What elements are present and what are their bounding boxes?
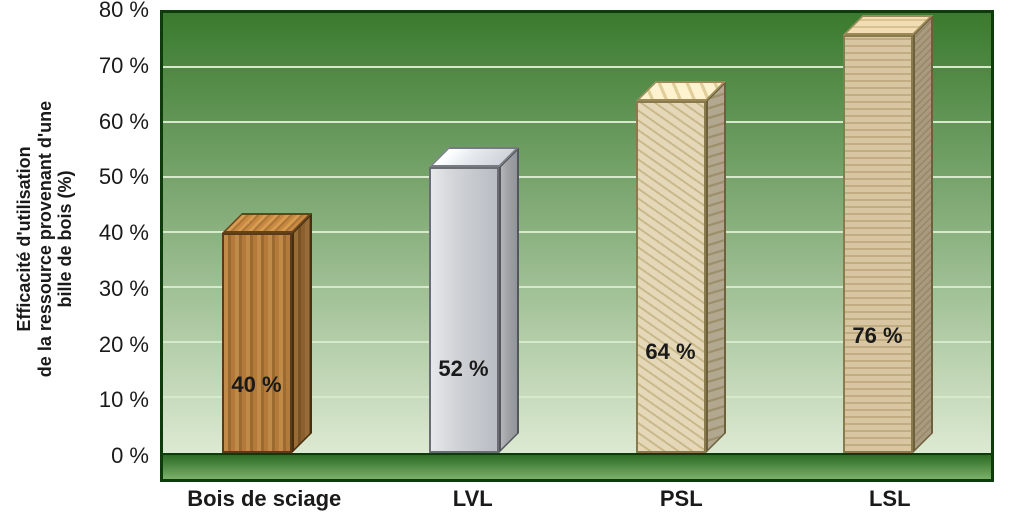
y-tick: 40 % — [99, 220, 149, 246]
y-tick: 60 % — [99, 109, 149, 135]
y-tick: 20 % — [99, 332, 149, 358]
x-axis: Bois de sciage LVL PSL LSL — [160, 482, 994, 532]
bar-lsl: 76 % — [843, 35, 933, 453]
bar-side — [706, 81, 726, 453]
y-tick: 70 % — [99, 53, 149, 79]
bar-value-label: 64 % — [636, 339, 706, 365]
bar-front — [429, 167, 499, 453]
y-axis-label-line3: bille de bois (%) — [55, 171, 75, 308]
y-axis-label-zone: Efficacité d'utilisation de la ressource… — [0, 0, 90, 532]
bar-side — [913, 15, 933, 453]
bar-value-label: 76 % — [843, 323, 913, 349]
y-tick: 80 % — [99, 0, 149, 23]
bar-side — [292, 213, 312, 453]
y-tick: 30 % — [99, 276, 149, 302]
y-tick: 10 % — [99, 387, 149, 413]
x-tick-lvl: LVL — [388, 482, 558, 512]
x-tick-bois: Bois de sciage — [179, 482, 349, 512]
y-tick: 0 % — [111, 443, 149, 469]
y-axis-label-line2: de la ressource provenant d'une — [35, 101, 55, 377]
bar-lvl: 52 % — [429, 167, 519, 453]
y-axis-label: Efficacité d'utilisation de la ressource… — [14, 101, 76, 377]
efficiency-chart: Efficacité d'utilisation de la ressource… — [0, 0, 1014, 532]
bar-front — [222, 233, 292, 453]
y-axis-label-line1: Efficacité d'utilisation — [14, 147, 34, 332]
bars-container: 40 % 52 % 64 % 76 % — [163, 13, 991, 453]
bar-front — [636, 101, 706, 453]
bar-side — [499, 147, 519, 453]
y-axis-ticks: 0 %10 %20 %30 %40 %50 %60 %70 %80 % — [90, 10, 155, 482]
x-tick-psl: PSL — [596, 482, 766, 512]
plot-zone: 0 % 10 % 20 % 30 % 40 % 50 % 60 % 70 % 80 % 40 %… — [90, 0, 1014, 532]
chart-floor — [163, 453, 991, 479]
bar-value-label: 52 % — [429, 356, 499, 382]
bar-front — [843, 35, 913, 453]
bar-value-label: 40 % — [222, 372, 292, 398]
x-tick-lsl: LSL — [805, 482, 975, 512]
bar-psl: 64 % — [636, 101, 726, 453]
plot-area: 40 % 52 % 64 % 76 % — [160, 10, 994, 482]
bar-bois: 40 % — [222, 233, 312, 453]
y-tick: 50 % — [99, 164, 149, 190]
